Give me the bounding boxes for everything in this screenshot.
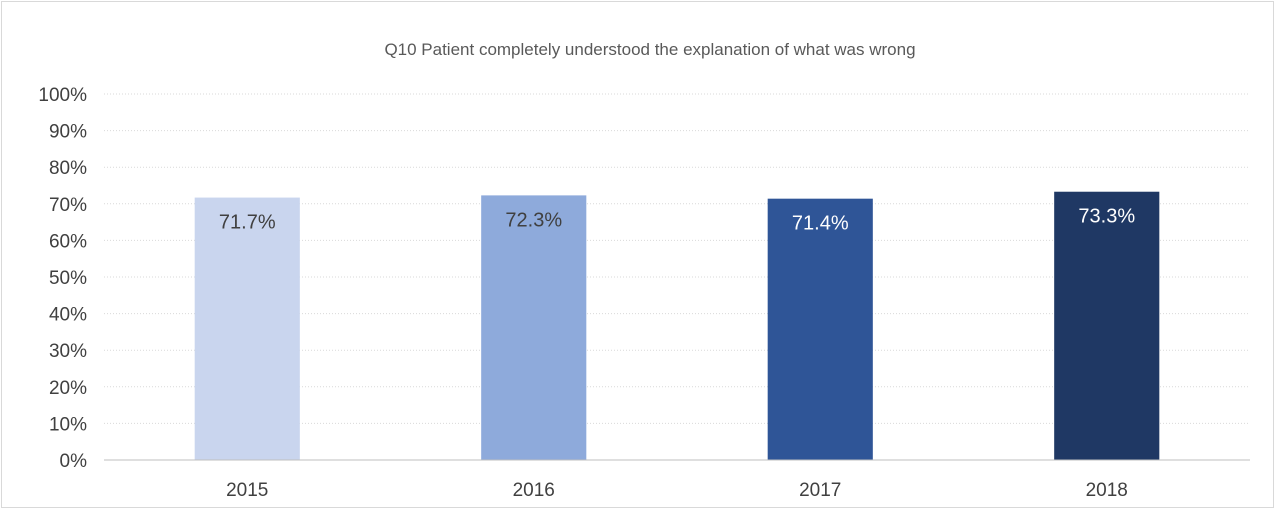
y-tick-label: 20% [49,378,87,399]
x-tick-label-2016: 2016 [513,480,555,501]
y-axis-tick-labels: 0% 10% 20% 30% 40% 50% 60% 70% 80% 90% 100% [38,85,87,472]
bar-2017 [767,198,873,460]
chart-title: Q10 Patient completely understood the ex… [384,40,915,59]
data-label-2015: 71.7% [219,212,276,234]
y-tick-label: 90% [49,122,87,143]
y-tick-label: 30% [49,341,87,362]
bar-2018 [1054,191,1160,461]
data-label-2018: 73.3% [1078,206,1135,228]
bars [194,191,1160,461]
data-labels: 71.7% 72.3% 71.4% 73.3% [219,206,1135,235]
y-tick-label: 70% [49,195,87,216]
x-tick-label-2015: 2015 [226,480,268,501]
x-tick-label-2017: 2017 [799,480,841,501]
y-tick-label: 10% [49,414,87,435]
data-label-2016: 72.3% [505,209,562,231]
x-tick-label-2018: 2018 [1086,480,1128,501]
y-tick-label: 80% [49,158,87,179]
x-axis-tick-labels: 2015 2016 2017 2018 [226,480,1128,501]
bar-2016 [481,195,587,460]
y-tick-label: 0% [60,451,88,472]
data-label-2017: 71.4% [792,213,849,235]
y-tick-label: 40% [49,305,87,326]
bar-2015 [194,197,300,460]
y-tick-label: 100% [38,85,87,106]
y-tick-label: 50% [49,268,87,289]
y-tick-label: 60% [49,231,87,252]
